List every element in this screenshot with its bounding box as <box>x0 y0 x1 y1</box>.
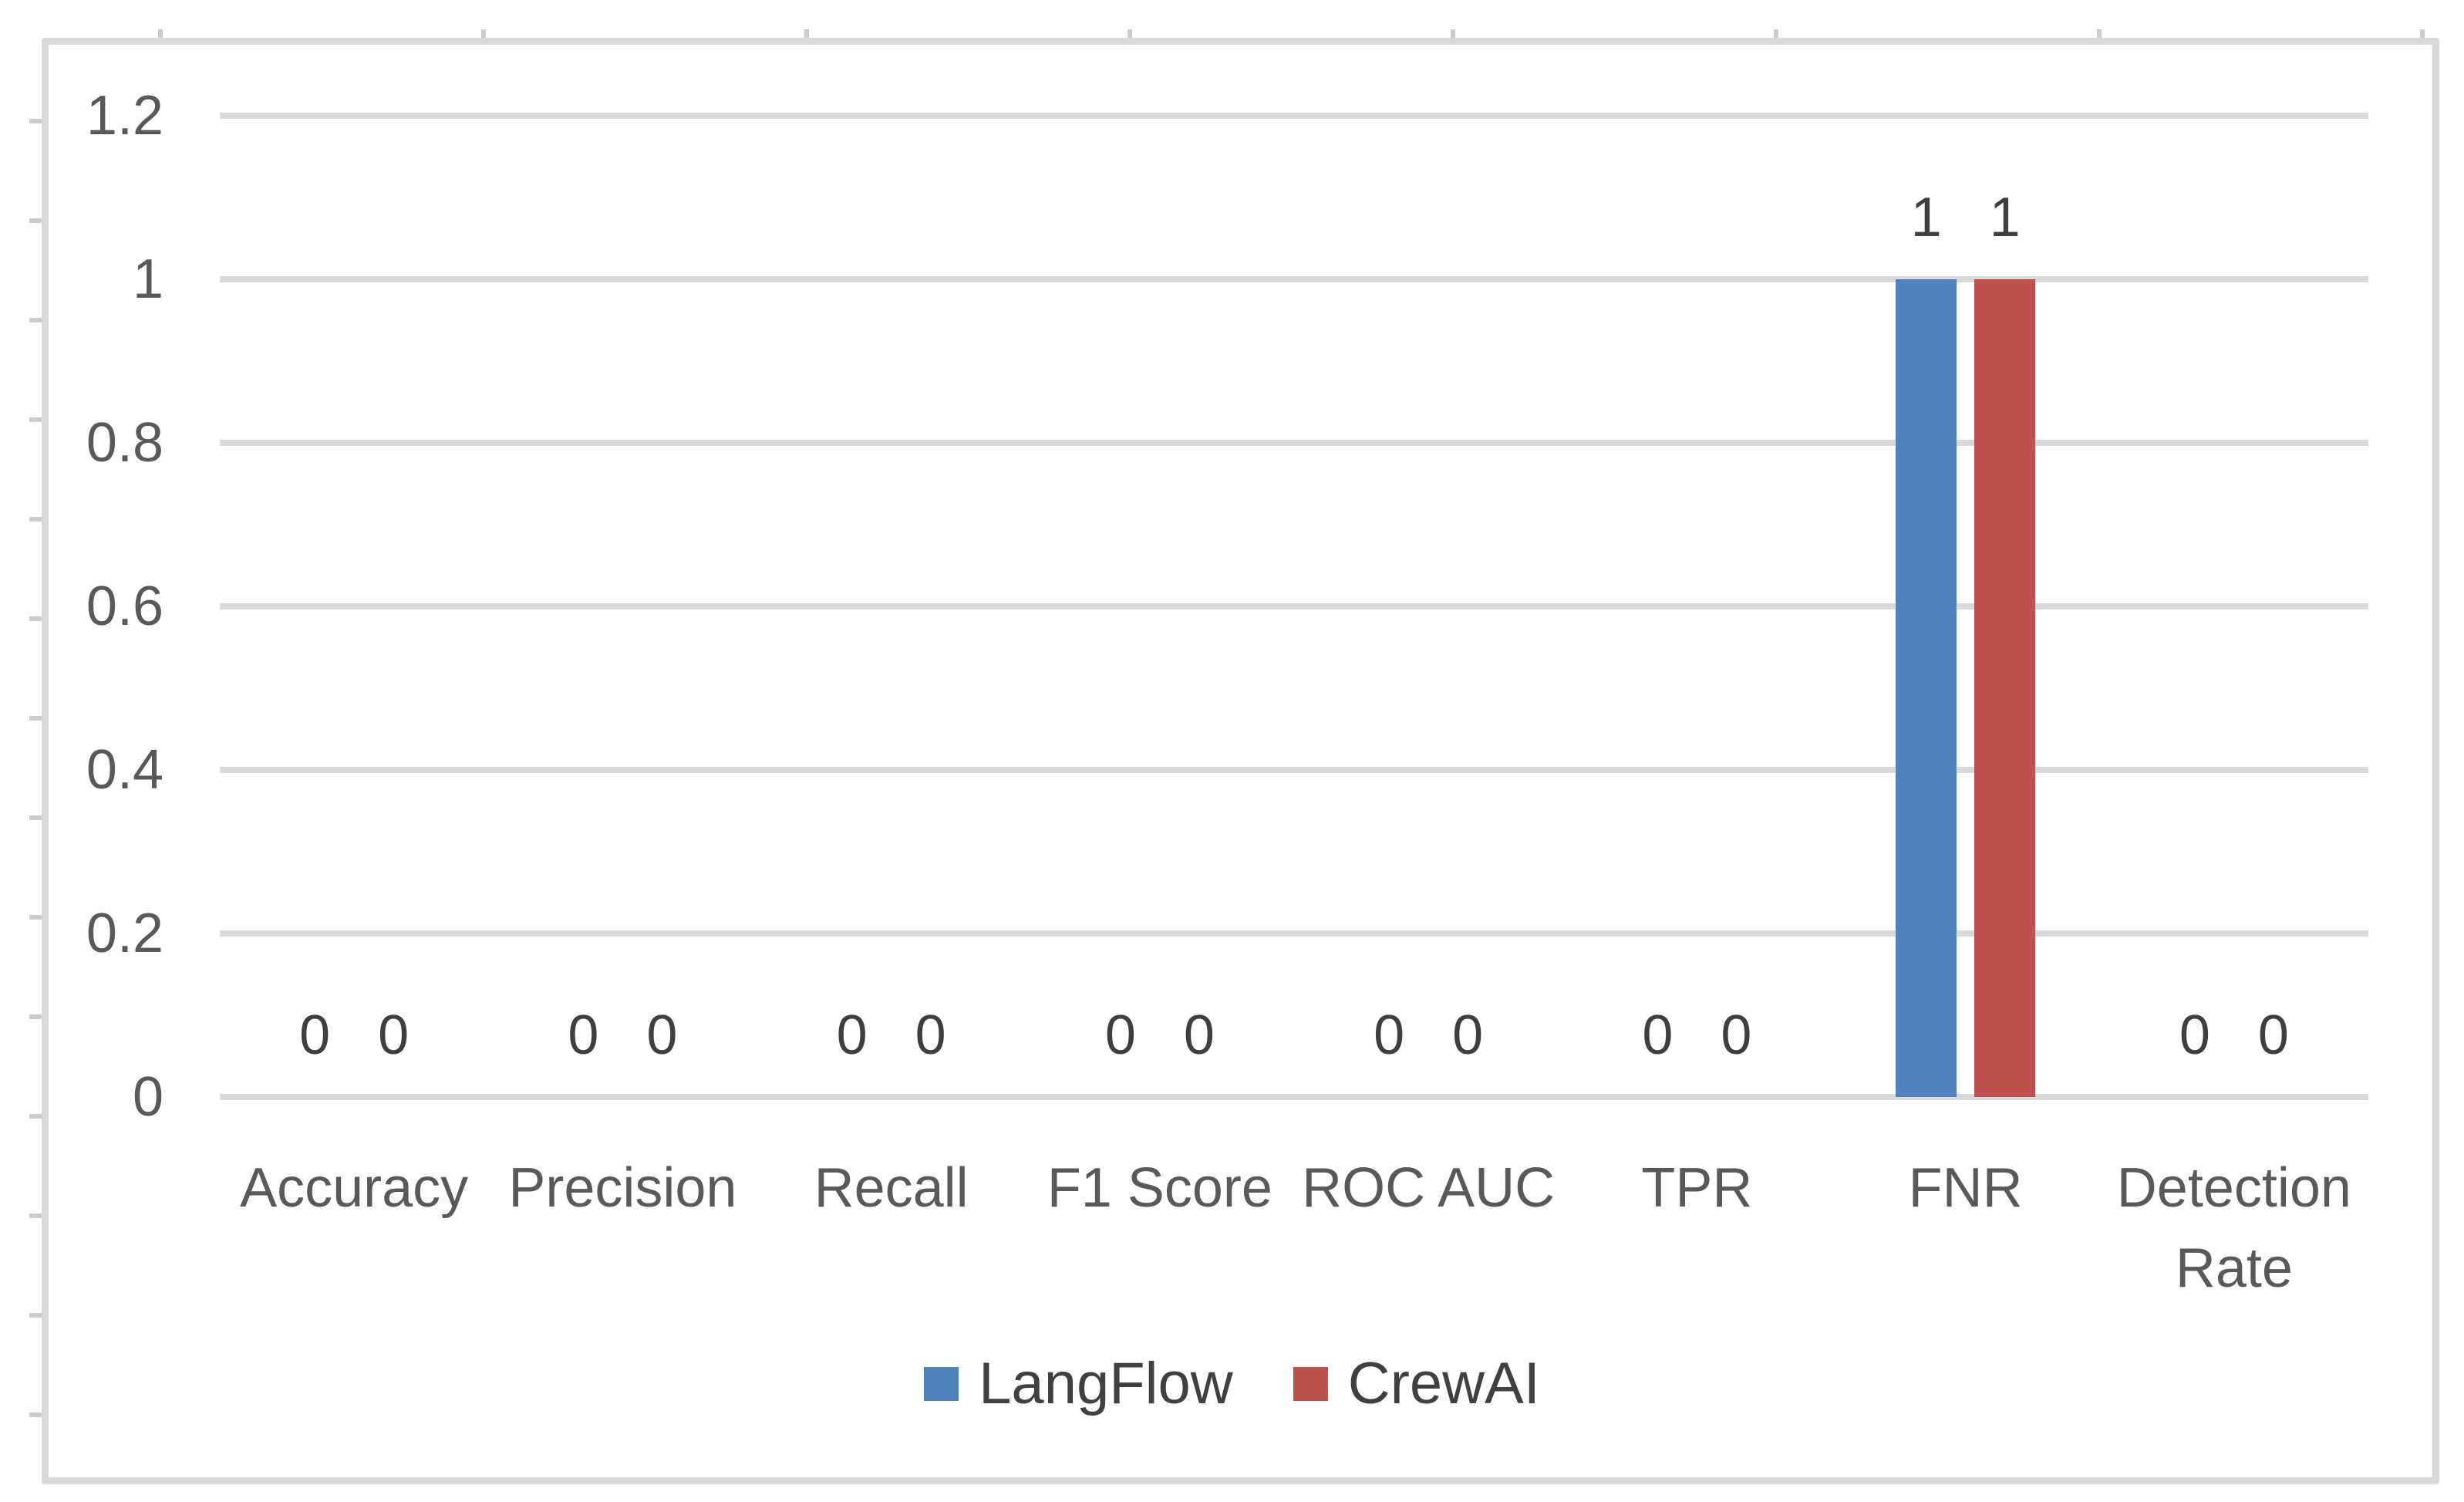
data-label: 0 <box>646 1004 678 1066</box>
category-label: ROC AUC <box>1302 1157 1556 1219</box>
legend-label-crewai: CrewAI <box>1347 1351 1540 1416</box>
category-label: Detection Rate <box>2116 1157 2351 1299</box>
chart-legend: LangFlow CrewAI <box>0 1355 2464 1413</box>
y-gridline <box>220 440 2368 446</box>
legend-swatch-langflow <box>924 1367 959 1401</box>
y-tick-label: 1.2 <box>86 85 163 147</box>
data-label: 0 <box>836 1004 868 1066</box>
worksheet-column-tick <box>1451 29 1455 39</box>
data-label: 1 <box>1910 187 1942 248</box>
worksheet-row-tick <box>29 318 42 322</box>
data-label: 0 <box>1721 1004 1752 1066</box>
worksheet-row-tick <box>29 616 42 621</box>
category-label: Accuracy <box>240 1157 469 1219</box>
worksheet-column-tick <box>2097 29 2102 39</box>
worksheet-column-tick <box>804 29 809 39</box>
bar-langflow <box>1896 279 1957 1097</box>
legend-label-langflow: LangFlow <box>979 1351 1233 1416</box>
category-label: TPR <box>1641 1157 1753 1219</box>
data-label: 0 <box>299 1004 331 1066</box>
worksheet-column-tick <box>158 29 163 39</box>
data-label: 0 <box>1642 1004 1674 1066</box>
data-label: 1 <box>1989 187 2021 248</box>
y-tick-label: 0.4 <box>86 739 163 801</box>
worksheet-column-tick <box>481 29 486 39</box>
category-label: Recall <box>814 1157 969 1219</box>
worksheet-row-tick <box>29 218 42 223</box>
category-label: Precision <box>508 1157 737 1219</box>
y-gridline <box>220 1094 2368 1100</box>
y-gridline <box>220 930 2368 937</box>
bar-crewai <box>1974 279 2036 1097</box>
worksheet-row-tick <box>29 119 42 123</box>
data-label: 0 <box>2179 1004 2210 1066</box>
worksheet-row-tick <box>29 1213 42 1218</box>
category-label: F1 Score <box>1047 1157 1272 1219</box>
data-label: 0 <box>1183 1004 1215 1066</box>
y-gridline <box>220 113 2368 119</box>
worksheet-row-tick <box>29 517 42 521</box>
legend-swatch-crewai <box>1293 1367 1328 1401</box>
category-label: FNR <box>1908 1157 2023 1219</box>
data-label: 0 <box>915 1004 946 1066</box>
worksheet-row-tick <box>29 716 42 721</box>
data-label: 0 <box>378 1004 410 1066</box>
legend-item-crewai: CrewAI <box>1293 1355 1540 1413</box>
y-tick-label: 0 <box>132 1066 163 1128</box>
y-tick-label: 0.8 <box>86 412 163 474</box>
worksheet-column-tick <box>2420 29 2425 39</box>
y-tick-label: 0.6 <box>86 575 163 637</box>
worksheet-row-tick <box>29 1413 42 1417</box>
worksheet-row-tick <box>29 815 42 820</box>
data-label: 0 <box>1104 1004 1136 1066</box>
worksheet-row-tick <box>29 1114 42 1119</box>
legend-item-langflow: LangFlow <box>924 1355 1233 1413</box>
y-gridline <box>220 276 2368 282</box>
data-label: 0 <box>1374 1004 1405 1066</box>
y-gridline <box>220 603 2368 609</box>
y-gridline <box>220 767 2368 773</box>
worksheet-row-tick <box>29 1313 42 1318</box>
worksheet-row-tick <box>29 915 42 920</box>
data-label: 0 <box>568 1004 599 1066</box>
worksheet-row-tick <box>29 1014 42 1019</box>
data-label: 0 <box>2257 1004 2289 1066</box>
worksheet-column-tick <box>1128 29 1132 39</box>
worksheet-column-tick <box>1774 29 1778 39</box>
worksheet-row-tick <box>29 417 42 422</box>
y-tick-label: 1 <box>132 248 163 310</box>
y-tick-label: 0.2 <box>86 903 163 964</box>
data-label: 0 <box>1452 1004 1484 1066</box>
